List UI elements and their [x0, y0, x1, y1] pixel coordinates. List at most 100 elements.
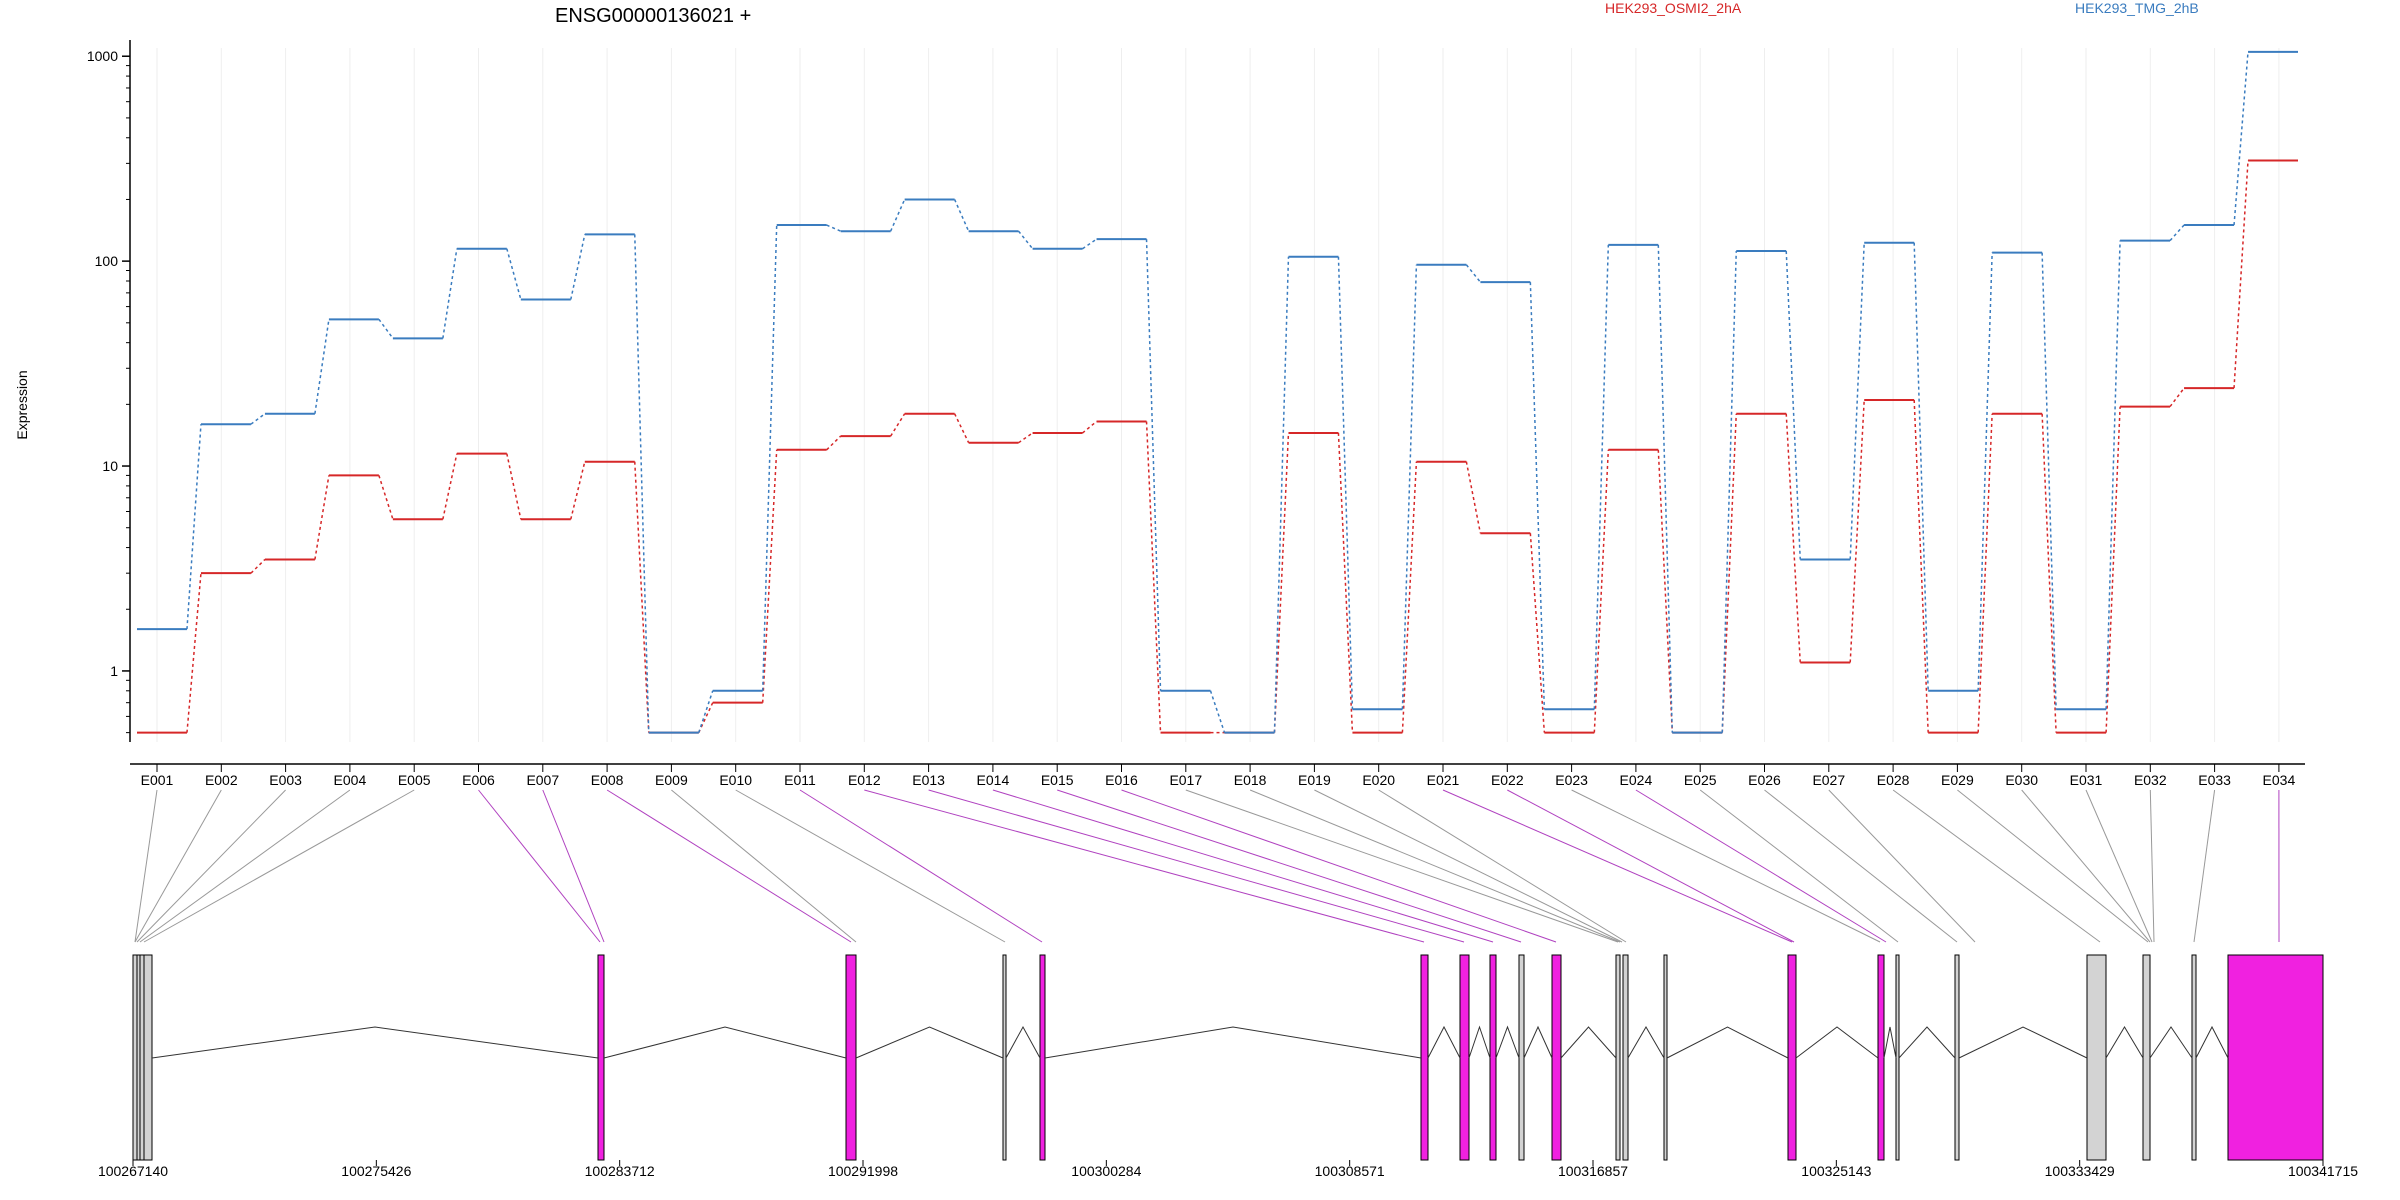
x-tick-label-e014: E014: [977, 772, 1010, 788]
x-tick-label-e003: E003: [269, 772, 302, 788]
connector-e015: [1057, 789, 1522, 943]
intron-arc: [855, 1026, 1004, 1059]
series-transition: [698, 702, 714, 733]
x-tick-label-e017: E017: [1169, 772, 1202, 788]
connector-e007: [542, 789, 605, 943]
connector-e009: [671, 789, 857, 943]
grid-lines: [156, 48, 2280, 742]
connector-e011: [799, 789, 1043, 943]
connector-e031: [2085, 789, 2153, 943]
x-tick-label-e010: E010: [719, 772, 752, 788]
series-transition: [378, 475, 394, 520]
series-transition: [1145, 421, 1162, 733]
exon-box: [1895, 954, 1900, 1161]
series-transition: [1657, 244, 1674, 733]
intron-arc: [1495, 1025, 1520, 1059]
series-transition: [890, 413, 906, 437]
connector-e005: [143, 789, 415, 943]
series-transition: [1721, 413, 1738, 733]
connector-e002: [134, 789, 222, 943]
series-transition: [953, 413, 970, 444]
x-tick-label-e007: E007: [526, 772, 559, 788]
exon-box: [845, 954, 857, 1161]
legend-entry-tmg: HEK293_TMG_2hB: [2075, 0, 2199, 16]
series-transition: [314, 319, 330, 414]
series-transition: [1529, 282, 1546, 710]
series-transition: [1082, 238, 1097, 250]
connector-e006: [478, 789, 601, 943]
series-hek293_osmi2_2ha: [137, 159, 2298, 734]
series-transition: [1018, 230, 1034, 250]
intron-arc: [2149, 1026, 2193, 1059]
exon-box: [597, 954, 605, 1161]
coord-label: 100308571: [1315, 1163, 1385, 1179]
exon-box: [1787, 954, 1797, 1161]
series-transition: [1209, 690, 1226, 733]
intron-arc: [1627, 1026, 1665, 1059]
exon-box: [1518, 954, 1525, 1161]
x-tick-label-e006: E006: [462, 772, 495, 788]
exon-box: [2191, 954, 2197, 1161]
series-transition: [186, 424, 202, 630]
x-tick-label-e011: E011: [784, 772, 816, 788]
series-transition: [1657, 449, 1674, 733]
x-tick-label-e016: E016: [1105, 772, 1138, 788]
series-transition: [250, 558, 266, 574]
series-transition: [570, 461, 586, 520]
series-transition: [186, 573, 202, 733]
intron-arc: [603, 1026, 847, 1059]
x-tick-label-e028: E028: [1877, 772, 1910, 788]
intron-arc: [1523, 1025, 1553, 1059]
y-tick-label: 1: [110, 663, 118, 679]
series-transition: [761, 449, 778, 703]
connector-e008: [606, 789, 852, 943]
series-transition: [634, 234, 650, 733]
series-transition: [2105, 406, 2121, 733]
exon-box: [132, 954, 153, 1161]
exon-box: [1551, 954, 1562, 1161]
exon-box: [1039, 954, 1046, 1161]
x-tick-label-e031: E031: [2070, 772, 2103, 788]
connector-e032: [2149, 789, 2155, 943]
series-transition: [442, 248, 458, 339]
x-tick-label-e030: E030: [2005, 772, 2038, 788]
intron-arc: [2195, 1025, 2229, 1059]
series-transition: [1913, 399, 1929, 733]
exon-box: [2086, 954, 2107, 1161]
series-transition: [2105, 240, 2121, 710]
x-tick-label-e009: E009: [655, 772, 688, 788]
exon-box: [1877, 954, 1885, 1161]
series-transition: [250, 413, 266, 425]
intron-arc: [1560, 1026, 1617, 1059]
connector-e017: [1185, 789, 1619, 943]
connector-e020: [1378, 789, 1627, 943]
series-transition: [889, 199, 906, 232]
series-transition: [1401, 461, 1418, 733]
x-tick-label-e005: E005: [398, 772, 431, 788]
intron-arc: [1468, 1025, 1491, 1059]
coord-label: 100316857: [1558, 1163, 1628, 1179]
x-tick-label-e021: E021: [1427, 772, 1460, 788]
coord-label: 100283712: [585, 1163, 655, 1179]
legend-entry-osmi2: HEK293_OSMI2_2hA: [1605, 0, 1742, 16]
series-transition: [1593, 449, 1610, 733]
x-tick-label-e002: E002: [205, 772, 238, 788]
exon-box: [1615, 954, 1621, 1161]
series-transition: [1529, 533, 1546, 733]
series-transition: [378, 318, 394, 339]
exon-box: [1420, 954, 1429, 1161]
series-transition: [1721, 251, 1738, 733]
series-transition: [1337, 432, 1354, 733]
exon-box: [1459, 954, 1470, 1161]
series-transition: [698, 690, 714, 733]
intron-arc: [1427, 1025, 1461, 1059]
connector-e030: [2021, 789, 2151, 943]
x-tick-label-e019: E019: [1298, 772, 1331, 788]
series-transition: [1977, 252, 1993, 691]
x-tick-label-e026: E026: [1748, 772, 1781, 788]
series-transition: [953, 199, 970, 232]
intron-arc: [1898, 1026, 1956, 1059]
series-transition: [2041, 413, 2057, 733]
connector-e029: [1957, 789, 2149, 943]
series-transition: [506, 453, 522, 520]
